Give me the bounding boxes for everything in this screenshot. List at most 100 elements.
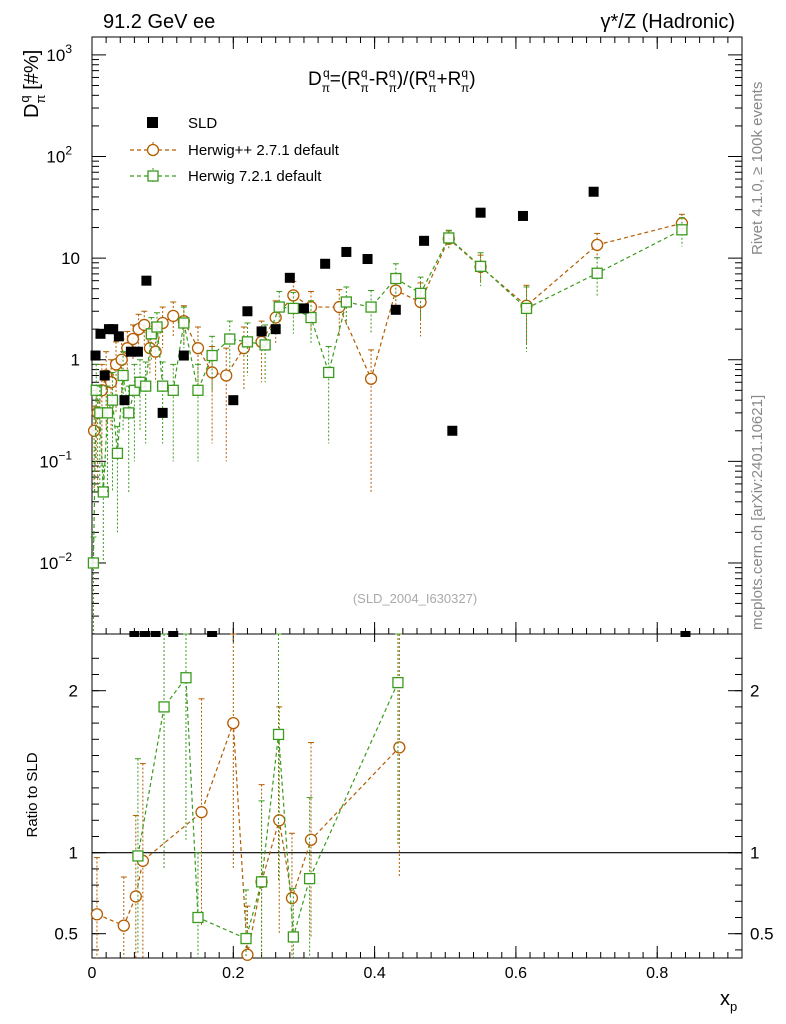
legend: SLD Herwig++ 2.7.1 default Herwig 7.2.1 … [130,115,340,185]
sld-point [362,254,373,265]
herwig7-point [128,384,141,396]
ratio-panel: 0 0.2 0.4 0.6 0.8 0.5 0.5 1 1 2 2 [54,633,774,982]
herwig7-ratio-point [192,911,204,924]
herwigpp-point [389,284,402,297]
y-tick-label-ratio-right: 1 [750,844,759,863]
herwig7-point [323,366,335,379]
herwigpp-point [287,289,300,302]
y-tick-label-main: 10 [61,249,80,268]
herwig7-ratio-point [240,932,252,945]
herwigpp-point [138,318,151,332]
sld-point [390,304,401,315]
herwig7-point [157,380,169,392]
plot-title: Dπq=(Rq π-Rq π)/(Rq π+Rq π) [308,66,476,95]
ratio-line-herwig7 [137,676,399,940]
herwigpp-ratio-point [117,919,130,932]
x-tick-label: 0.8 [646,965,668,982]
herwig7-point [117,369,129,382]
herwig7-point [101,407,114,419]
sld-point [125,346,136,357]
herwig7-point [178,317,190,329]
sld-point [119,395,130,406]
sld-point [108,324,119,335]
herwigpp-ratio-point [129,890,142,903]
herwig7-ratio-point [255,876,268,888]
herwigpp-ratio-point [227,716,240,730]
y-tick-label-ratio-right: 2 [750,682,759,701]
herwigpp-ratio-point [304,833,318,846]
rivet-label: Rivet 4.1.0, ≥ 100k events [749,82,766,255]
herwig7-point [259,339,271,351]
sld-point [228,395,239,406]
herwigpp-point [115,353,128,366]
sld-point [178,350,189,361]
herwig7-ratio-point [158,701,170,713]
legend-label-herwig7: Herwig 7.2.1 default [188,168,322,185]
herwig7-point [390,272,402,285]
sld-point [90,350,101,361]
herwigpp-point [149,345,162,358]
herwig7-point [474,260,487,272]
herwig7-point [591,267,603,279]
herwig7-point [97,486,109,498]
herwig7-ratio-point [132,850,144,862]
herwig7-point [287,302,300,315]
sld-point [419,235,430,246]
sld-point [270,324,281,335]
herwig7-point [365,301,377,313]
series-line-herwig7 [92,229,683,563]
legend-marker-sld [147,117,158,128]
herwig7-point [90,384,102,396]
legend-label-sld: SLD [188,115,217,132]
sld-point [517,210,528,221]
herwig7-point [206,349,218,362]
sld-point [157,407,168,418]
sld-point [141,275,152,286]
header-right: γ*/Z (Hadronic) [601,11,735,33]
herwig7-point [520,302,533,315]
sld-point [447,425,458,436]
header-left: 91.2 GeV ee [103,11,215,33]
main-panel: 10−2 10−1 1 10 102 103 [39,36,743,637]
herwig7-point [273,301,285,313]
herwig7-ratio-point [272,728,285,741]
herwig7-point [87,557,100,569]
herwig7-ratio-point [392,676,404,689]
herwigpp-point [167,309,180,323]
mcplots-label: mcplots.cern.ch [arXiv:2401.10621] [749,395,766,630]
herwig7-point [305,311,317,324]
x-tick-label: 0.2 [222,965,244,982]
y-tick-label-main: 103 [46,42,72,65]
y-tick-label-main: 10−1 [39,448,72,471]
herwig7-ratio-point [287,931,300,943]
sld-point [320,258,331,269]
herwigpp-point [126,332,140,346]
y-tick-label-ratio-right: 0.5 [750,925,774,944]
y-tick-label-main: 102 [46,144,72,167]
legend-marker-herwig7 [147,170,159,182]
herwigpp-point [364,372,378,385]
herwig7-point [151,321,163,333]
herwig7-point [140,380,152,392]
herwigpp-ratio-point [90,908,104,921]
herwigpp-point [220,369,233,382]
herwig7-point [111,447,124,459]
herwigpp-point [191,342,205,355]
analysis-id: (SLD_2004_I630327) [353,591,477,606]
x-tick-label: 0 [88,965,97,982]
herwigpp-ratio-point [241,948,254,961]
x-tick-label: 0.4 [363,965,385,982]
herwig7-point [443,232,455,244]
herwig7-point [340,296,352,308]
y-tick-label-ratio: 1 [69,844,78,863]
sld-point [132,346,143,357]
ratio-line-herwigpp [96,722,400,955]
legend-marker-herwigpp [146,143,160,157]
herwigpp-ratio-point [285,891,299,905]
sld-point [588,186,599,197]
herwig7-ratio-point [303,872,316,885]
y-tick-label-main: 10−2 [39,550,72,573]
y-axis-label-ratio: Ratio to SLD [24,752,41,837]
sld-point [99,370,110,381]
herwig7-ratio-point [180,672,192,684]
